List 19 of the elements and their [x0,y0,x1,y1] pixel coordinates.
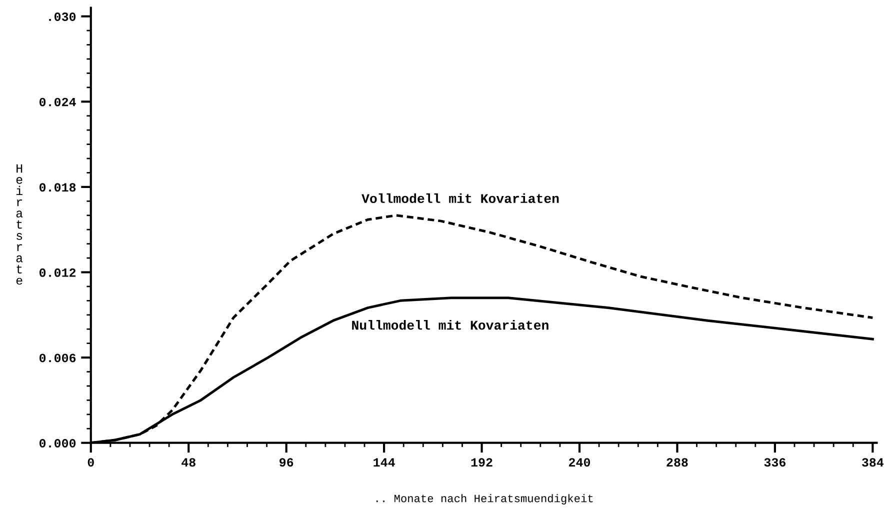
x-axis-title: .. Monate nach Heiratsmuendigkeit [376,494,593,504]
x-tick-label: 96 [280,458,294,467]
x-tick-label: 240 [569,458,590,467]
y-tick-label: 0.018 [40,183,76,192]
y-tick-label: 0.006 [40,354,76,362]
y-tick-label: 0.000 [40,439,76,448]
x-tick-label: 144 [374,458,395,466]
text: Heiratsrate [16,164,23,285]
series-label: Nullmodell mit Kovariaten [352,320,548,330]
x-tick-label: 384 [862,458,884,467]
y-tick-label: 0.024 [40,98,76,106]
x-tick-label: 192 [471,458,492,467]
y-tick-label: 0.012 [40,268,76,277]
x-tick-label: 48 [182,458,196,467]
x-tick-label: 336 [764,458,786,467]
x-tick-label: 0 [88,458,94,467]
y-tick-label: .030 [49,12,76,22]
series-label: Vollmodell mit Kovariaten [362,193,559,204]
x-tick-label: 288 [666,458,688,467]
